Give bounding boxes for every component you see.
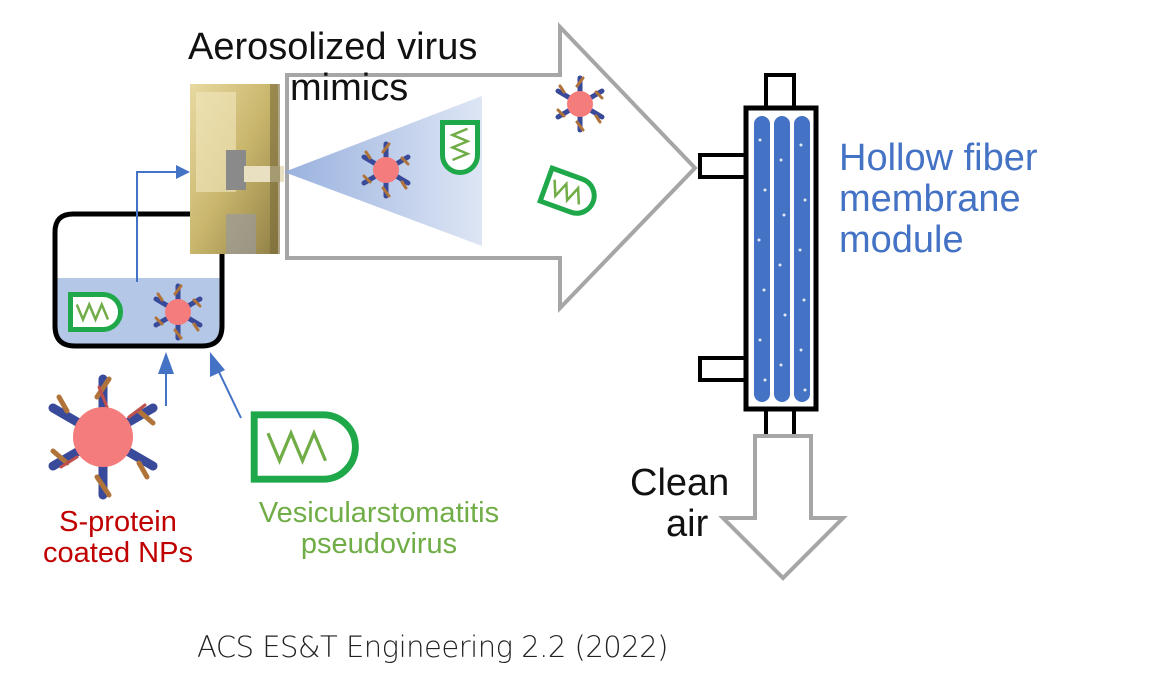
hollow-fiber-label: Hollow fiber membrane module (839, 137, 1038, 262)
clean-air-label: Clean air (630, 462, 730, 546)
clean-air-arrow (718, 434, 848, 581)
vsv-input-arrow (210, 352, 242, 419)
sprotein-label-line1: S-protein (59, 506, 177, 538)
fiber-1 (754, 116, 770, 402)
pseudovirus-icon (440, 120, 480, 175)
vsv-label-line1: Vesicularstomatitis (258, 497, 500, 529)
clean-air-label-line1: Clean (630, 462, 730, 504)
fiber-3 (794, 116, 810, 402)
tube-arrow (136, 165, 190, 282)
sprotein-label: S-protein coated NPs (22, 506, 214, 570)
hollow-fiber-label-line1: Hollow fiber (839, 137, 1038, 179)
sprotein-label-line2: coated NPs (43, 537, 193, 570)
np-input-arrow (158, 352, 174, 406)
vsv-label-line2: pseudovirus (300, 528, 458, 561)
pseudovirus-icon (536, 164, 597, 216)
citation: ACS ES&T Engineering 2.2 (2022) (197, 630, 668, 664)
pseudovirus-icon (68, 292, 123, 332)
aerosolized-label: Aerosolized virus mimics (188, 26, 478, 110)
reservoir-container (52, 211, 225, 349)
hollow-fiber-module (698, 73, 819, 448)
hollow-fiber-label-line2: membrane (839, 178, 1021, 221)
fiber-2 (774, 116, 790, 402)
pseudovirus-icon-large (250, 411, 359, 483)
hollow-fiber-label-line3: module (839, 219, 964, 262)
aerosolized-label-line2: mimics (290, 67, 409, 110)
nanoparticle-icon-large (53, 379, 153, 495)
vsv-label: Vesicularstomatitis pseudovirus (224, 497, 534, 561)
clean-air-label-line2: air (666, 503, 709, 546)
aerosolized-label-line1: Aerosolized virus (188, 26, 478, 68)
nebulizer-device (190, 84, 284, 254)
